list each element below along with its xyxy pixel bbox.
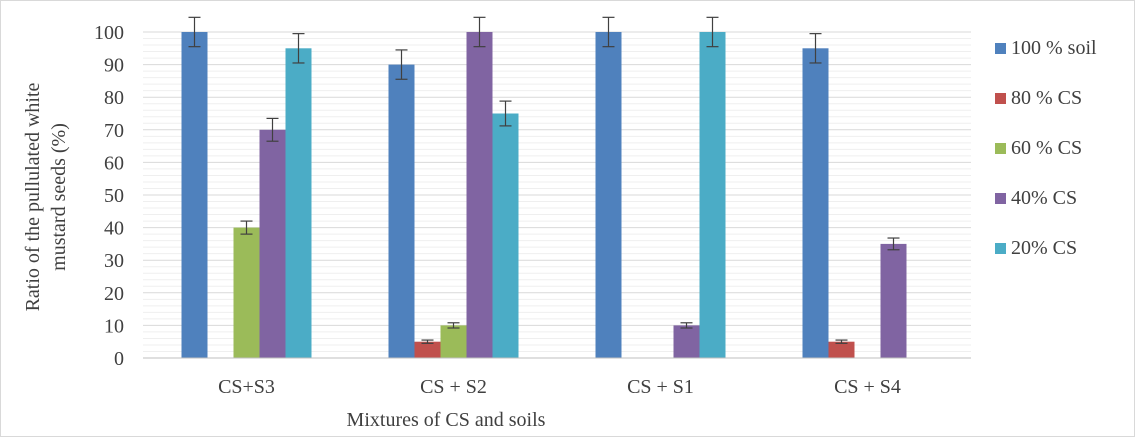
bar	[388, 64, 415, 358]
bar	[181, 32, 208, 358]
bar	[492, 113, 519, 358]
bar	[414, 341, 441, 358]
y-tick-label: 30	[104, 250, 124, 272]
y-tick-label: 50	[104, 185, 124, 207]
error-bars	[188, 16, 900, 344]
x-tick-label: CS + S1	[627, 376, 694, 398]
y-tick-label: 0	[114, 348, 124, 370]
x-tick-label: CS + S4	[834, 376, 901, 398]
y-tick-label: 60	[104, 152, 124, 174]
x-tick-label: CS+S3	[218, 376, 275, 398]
y-axis-ticks: 0 10 20 30 40 50 60 70 80 90 100	[94, 22, 124, 370]
bars	[181, 32, 929, 359]
bar	[880, 243, 907, 358]
y-axis-title-line-2: mustard seeds (%)	[48, 123, 70, 271]
legend-swatch	[995, 193, 1006, 204]
bar	[802, 48, 829, 359]
legend-label: 40% CS	[1011, 187, 1077, 209]
legend-swatch	[995, 93, 1006, 104]
legend-swatch	[995, 143, 1006, 154]
y-tick-label: 90	[104, 55, 124, 77]
y-tick-label: 80	[104, 87, 124, 109]
legend-swatch	[995, 43, 1006, 54]
bar	[466, 32, 493, 358]
legend-label: 100 % soil	[1011, 37, 1097, 59]
legend-label: 20% CS	[1011, 237, 1077, 259]
y-axis-title-line-1: Ratio of the pullulated white	[22, 82, 44, 311]
bar	[699, 32, 726, 358]
legend-swatch	[995, 243, 1006, 254]
bar	[673, 325, 700, 358]
bar	[440, 325, 467, 358]
y-tick-label: 20	[104, 283, 124, 305]
y-tick-label: 40	[104, 218, 124, 240]
bar	[285, 48, 312, 359]
bar	[828, 341, 855, 358]
bar	[233, 227, 260, 358]
x-tick-label: CS + S2	[420, 376, 487, 398]
bar	[259, 129, 286, 358]
x-axis-ticks: CS+S3 CS + S2 CS + S1 CS + S4	[218, 376, 901, 398]
y-tick-label: 10	[104, 315, 124, 337]
y-tick-label: 70	[104, 120, 124, 142]
legend-label: 60 % CS	[1011, 137, 1082, 159]
legend: 100 % soil 80 % CS 60 % CS 40% CS 20% CS	[995, 37, 1097, 259]
legend-label: 80 % CS	[1011, 87, 1082, 109]
x-axis-title: Mixtures of CS and soils	[347, 409, 546, 431]
bar	[595, 32, 622, 358]
y-tick-label: 100	[94, 22, 124, 44]
